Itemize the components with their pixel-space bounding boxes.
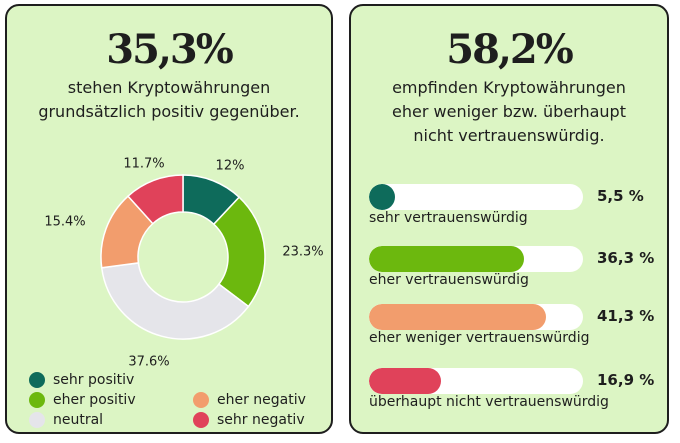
legend-label: eher positiv bbox=[53, 392, 136, 408]
bar-value-label: 36,3 % bbox=[597, 249, 655, 267]
bar-track bbox=[369, 304, 583, 330]
donut-slice-neutral bbox=[100, 262, 250, 340]
bar-value-label: 5,5 % bbox=[597, 187, 644, 205]
bar-category-label: sehr vertrauenswürdig bbox=[369, 210, 528, 226]
right-card: 58,2% empfinden Kryptowährungen eher wen… bbox=[349, 4, 669, 434]
legend-swatch bbox=[193, 392, 209, 408]
bar-fill-eher-vertrauenswuerdig bbox=[369, 246, 525, 272]
bar-fill-sehr-vertrauenswuerdig bbox=[369, 184, 395, 210]
donut-label-eher-negativ: 15.4% bbox=[44, 215, 85, 230]
legend-label: sehr positiv bbox=[53, 372, 135, 388]
bar-row-eher-weniger-vertrauenswuerdig: 41,3 % eher weniger vertrauenswürdig bbox=[365, 304, 665, 348]
bar-category-label: eher weniger vertrauenswürdig bbox=[369, 330, 590, 346]
bar-category-label: überhaupt nicht vertrauenswürdig bbox=[369, 394, 609, 410]
donut-slice-sehr-negativ bbox=[126, 174, 184, 225]
legend-label: eher negativ bbox=[217, 392, 306, 408]
bar-track bbox=[369, 184, 583, 210]
bar-row-ueberhaupt-nicht-vertrauenswuerdig: 16,9 % überhaupt nicht vertrauenswürdig bbox=[365, 368, 665, 412]
bar-value-label: 16,9 % bbox=[597, 371, 655, 389]
donut-label-eher-positiv: 23.3% bbox=[282, 245, 323, 260]
bar-track bbox=[369, 246, 583, 272]
bar-row-eher-vertrauenswuerdig: 36,3 % eher vertrauenswürdig bbox=[365, 246, 665, 290]
legend-swatch bbox=[29, 392, 45, 408]
bar-category-label: eher vertrauenswürdig bbox=[369, 272, 529, 288]
right-subtitle: empfinden Kryptowährungen eher weniger b… bbox=[392, 78, 626, 145]
bar-fill-eher-weniger-vertrauenswuerdig bbox=[369, 304, 546, 330]
bar-track bbox=[369, 368, 583, 394]
legend-label: sehr negativ bbox=[217, 412, 305, 428]
bar-row-sehr-vertrauenswuerdig: 5,5 % sehr vertrauenswürdig bbox=[365, 184, 665, 228]
left-headline: 35,3% bbox=[106, 26, 233, 73]
donut-label-neutral: 37.6% bbox=[128, 355, 169, 370]
legend-swatch bbox=[193, 412, 209, 428]
left-subtitle: stehen Kryptowährungen grundsätzlich pos… bbox=[38, 78, 300, 121]
legend-label: neutral bbox=[53, 412, 104, 428]
right-headline: 58,2% bbox=[446, 26, 573, 73]
bar-fill-ueberhaupt-nicht-vertrauenswuerdig bbox=[369, 368, 442, 394]
left-card: 35,3% stehen Kryptowährungen grundsätzli… bbox=[5, 4, 333, 434]
donut-chart: 12% 23.3% 37.6% 15.4% 11.7% bbox=[44, 157, 323, 370]
donut-label-sehr-negativ: 11.7% bbox=[123, 157, 164, 172]
legend-swatch bbox=[29, 372, 45, 388]
bar-value-label: 41,3 % bbox=[597, 307, 655, 325]
legend-swatch bbox=[29, 412, 45, 428]
donut-label-sehr-positiv: 12% bbox=[216, 159, 245, 174]
